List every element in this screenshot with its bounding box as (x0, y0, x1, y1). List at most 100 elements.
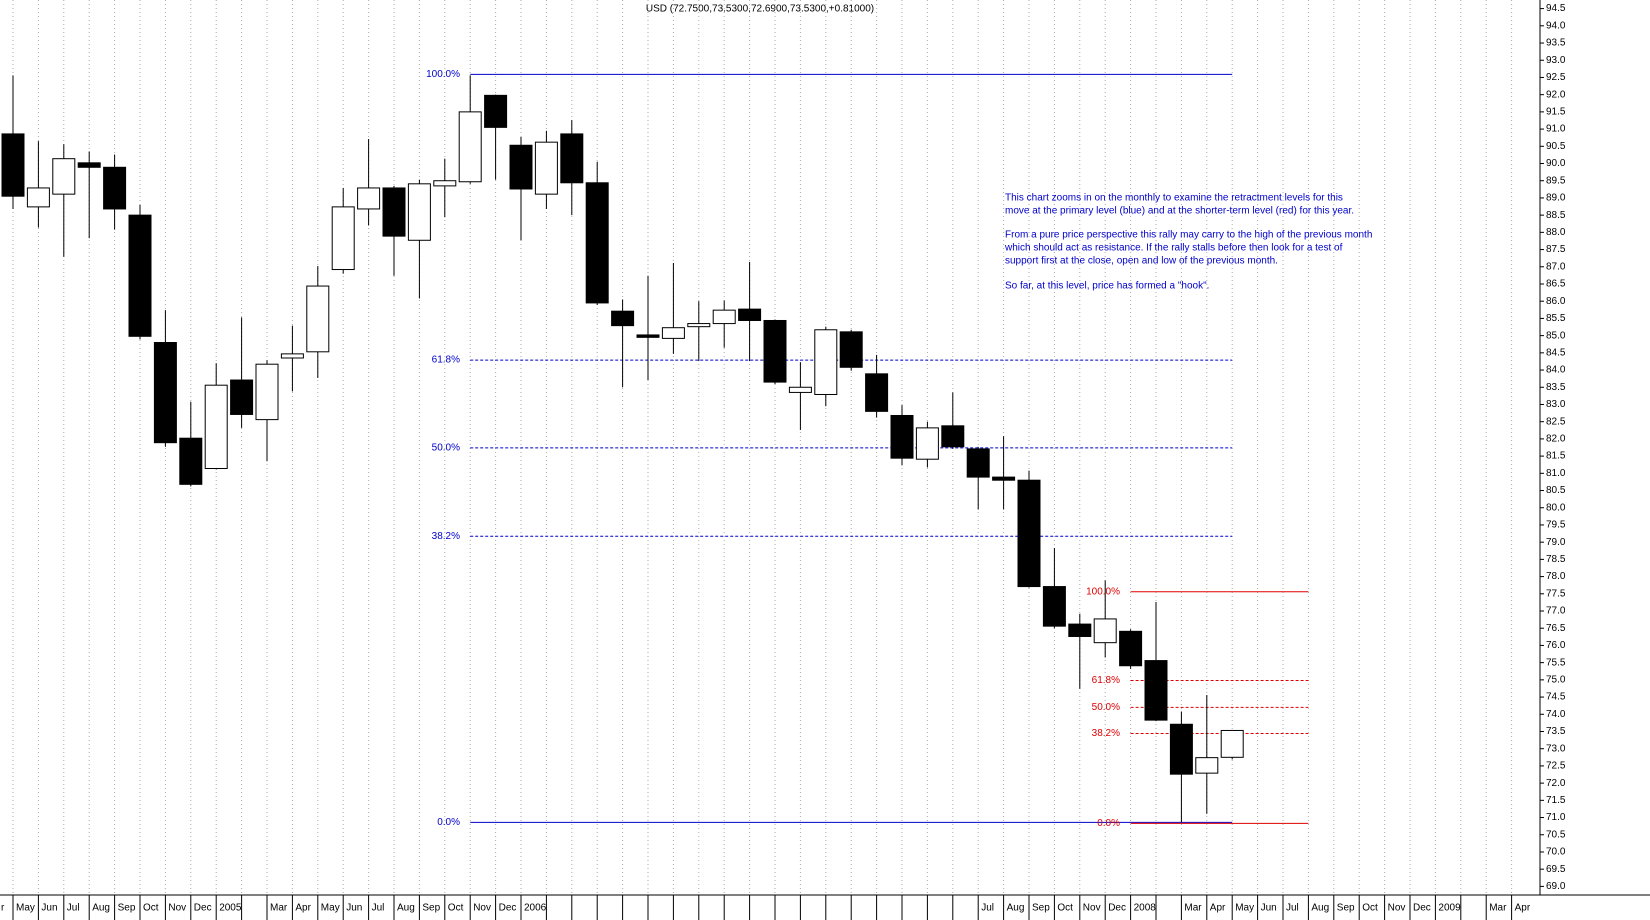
x-tick-label: Oct (448, 903, 464, 914)
candle-body (611, 310, 635, 327)
y-tick-label: 74.5 (1546, 692, 1566, 703)
candle-body (26, 187, 50, 208)
candle-body (890, 414, 914, 459)
candle-body (407, 183, 431, 241)
x-tick-label: Jul (372, 903, 385, 914)
candle-body (1169, 723, 1193, 775)
x-tick-label: Sep (422, 903, 440, 914)
x-tick-label: Jul (1286, 903, 1299, 914)
x-tick-label: 2005 (219, 903, 242, 914)
y-tick-label: 77.0 (1546, 606, 1566, 617)
candle-body (1093, 618, 1117, 644)
y-tick-label: 93.5 (1546, 38, 1566, 49)
candle-body (1042, 586, 1066, 627)
candle-body (306, 285, 330, 353)
x-tick-label: Aug (92, 903, 110, 914)
candle-body (966, 448, 990, 478)
candle-body (1195, 757, 1219, 774)
y-tick-label: 71.5 (1546, 795, 1566, 806)
candle-body (103, 166, 127, 210)
annotation-text: support first at the close, open and low… (1005, 256, 1278, 267)
candle-body (992, 476, 1016, 481)
y-tick-label: 82.0 (1546, 434, 1566, 445)
chart-title: USD (72.7500,73.5300,72.6900,73.5300,+0.… (646, 4, 874, 15)
y-tick-label: 90.5 (1546, 141, 1566, 152)
y-tick-label: 85.5 (1546, 313, 1566, 324)
annotation-text: So far, at this level, price has formed … (1005, 281, 1209, 292)
x-tick-label: Dec (499, 903, 517, 914)
candle-body (585, 182, 609, 304)
x-tick-label: Nov (1388, 903, 1406, 914)
y-tick-label: 77.5 (1546, 588, 1566, 599)
y-tick-label: 78.5 (1546, 554, 1566, 565)
y-tick-label: 88.5 (1546, 210, 1566, 221)
x-tick-label: May (321, 903, 340, 914)
y-tick-label: 94.5 (1546, 3, 1566, 14)
y-tick-label: 91.0 (1546, 124, 1566, 135)
y-tick-label: 90.0 (1546, 158, 1566, 169)
y-tick-label: 91.5 (1546, 107, 1566, 118)
candle-body (839, 331, 863, 368)
candle-body (915, 427, 939, 460)
y-tick-label: 70.0 (1546, 847, 1566, 858)
candle-body (560, 133, 584, 184)
x-tick-label: Jun (41, 903, 57, 914)
x-tick-label: Jun (346, 903, 362, 914)
x-tick-label: 2008 (1134, 903, 1157, 914)
candle-body (1144, 660, 1168, 721)
candle-body (153, 342, 177, 444)
y-tick-label: 76.0 (1546, 640, 1566, 651)
y-tick-label: 92.5 (1546, 72, 1566, 83)
x-tick-label: Aug (1311, 903, 1329, 914)
y-tick-label: 94.0 (1546, 20, 1566, 31)
candle-body (179, 437, 203, 485)
x-tick-label: Mar (1184, 903, 1202, 914)
y-tick-label: 84.5 (1546, 347, 1566, 358)
fib-label: 50.0% (432, 442, 460, 453)
candle-body (738, 308, 762, 321)
candle-body (814, 329, 838, 395)
candle-body (1119, 630, 1143, 667)
y-tick-label: 73.0 (1546, 743, 1566, 754)
y-tick-label: 89.5 (1546, 175, 1566, 186)
y-tick-label: 74.0 (1546, 709, 1566, 720)
y-tick-label: 83.0 (1546, 399, 1566, 410)
x-tick-label: Nov (168, 903, 186, 914)
y-tick-label: 83.5 (1546, 382, 1566, 393)
x-tick-label: 2009 (1438, 903, 1461, 914)
annotation-text: This chart zooms in on the monthly to ex… (1005, 193, 1343, 204)
candle-body (712, 309, 736, 325)
x-tick-label: Sep (1337, 903, 1355, 914)
candle-body (77, 162, 101, 168)
y-tick-label: 69.0 (1546, 881, 1566, 892)
y-tick-label: 75.5 (1546, 657, 1566, 668)
candle-body (204, 384, 228, 469)
candle-body (509, 144, 533, 190)
y-tick-label: 81.5 (1546, 451, 1566, 462)
candle-body (230, 379, 254, 415)
candle-body (788, 386, 812, 393)
x-tick-label: Oct (143, 903, 159, 914)
annotation-text: From a pure price perspective this rally… (1005, 230, 1372, 241)
x-tick-label: r (1, 903, 5, 914)
y-tick-label: 75.0 (1546, 674, 1566, 685)
y-tick-label: 88.0 (1546, 227, 1566, 238)
x-tick-label: Oct (1057, 903, 1073, 914)
x-tick-label: Jun (1261, 903, 1277, 914)
candle-body (661, 327, 685, 339)
x-tick-label: Sep (1032, 903, 1050, 914)
y-tick-label: 70.5 (1546, 829, 1566, 840)
y-tick-label: 86.0 (1546, 296, 1566, 307)
y-tick-label: 92.0 (1546, 89, 1566, 100)
x-tick-label: Dec (194, 903, 212, 914)
candle-body (52, 158, 76, 195)
fib-label: 61.8% (432, 355, 460, 366)
candle-body (1068, 623, 1092, 637)
candle-body (357, 187, 381, 210)
y-tick-label: 81.0 (1546, 468, 1566, 479)
y-tick-label: 72.0 (1546, 778, 1566, 789)
x-tick-label: Apr (1515, 903, 1531, 914)
fib-label: 0.0% (1097, 818, 1120, 829)
y-tick-label: 85.0 (1546, 330, 1566, 341)
